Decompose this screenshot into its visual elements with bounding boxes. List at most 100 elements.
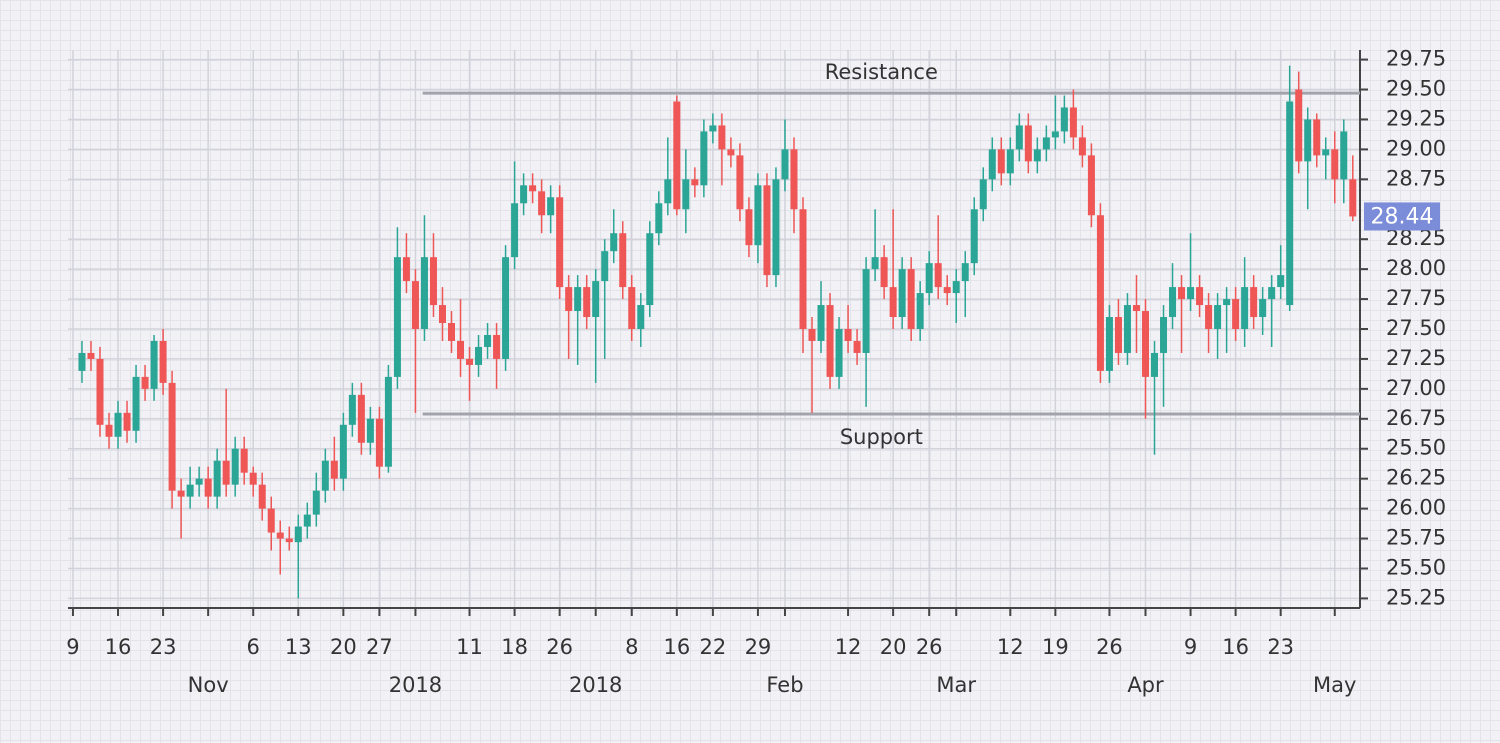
price-label: 28.44 [1371,204,1434,229]
candle-body [1268,287,1276,300]
y-tick-label: 27.75 [1386,286,1446,310]
candle-body [258,484,266,509]
candle-body [1331,149,1339,180]
candle-body [592,281,600,318]
candle-body [511,203,519,258]
x-tick-label: 13 [285,635,312,659]
candle-body [1141,311,1149,377]
y-tick-label: 26.00 [1386,496,1446,520]
x-tick-label: 16 [105,635,132,659]
y-tick-label: 29.00 [1386,136,1446,160]
candle-body [565,287,573,312]
candle-body [898,269,906,318]
candle-body [529,185,537,192]
candle-body [556,197,564,288]
x-tick-label: 20 [330,635,357,659]
candle-body [466,358,474,365]
candle-body [871,257,879,270]
candle-body [294,526,302,543]
candle-body [339,424,347,479]
x-tick-label: 22 [700,635,727,659]
candle-body [1286,101,1294,306]
candle-body [330,460,338,479]
candle-body [889,287,897,318]
candle-body [574,287,582,312]
candle-body [799,209,807,329]
candle-body [303,514,311,527]
candle-body [1295,89,1303,162]
candle-body [583,287,591,318]
candle-body [1015,125,1023,150]
y-tick-label: 27.25 [1386,346,1446,370]
candle-body [808,329,816,341]
y-tick-label: 25.25 [1386,585,1446,609]
candle-body [1187,287,1195,300]
candle-body [1250,287,1258,318]
x-tick-label: 20 [880,635,907,659]
candle-body [475,346,483,365]
candle-body [637,305,645,329]
candle-body [1051,131,1059,138]
x-tick-label: 9 [1184,635,1197,659]
candle-body [1259,299,1267,318]
month-label: Apr [1127,673,1164,697]
candle-body [763,185,771,276]
candle-body [493,334,501,359]
candle-body [213,460,221,497]
candle-body [150,340,158,389]
level-label: Support [840,425,923,449]
candle-body [195,478,203,485]
candle-body [862,269,870,353]
candle-body [1078,137,1086,156]
candle-body [664,179,672,204]
candle-body [988,149,996,180]
candle-body [880,257,888,288]
candle-body [132,376,140,431]
month-label: Nov [188,673,229,697]
x-tick-label: 12 [835,635,862,659]
candle-body [754,185,762,246]
candle-body [249,472,257,485]
candle-body [267,508,275,533]
candle-body [1006,149,1014,174]
candle-body [384,376,392,467]
candle-body [1087,155,1095,216]
candle-body [790,149,798,210]
candle-body [673,101,681,210]
candle-body [457,340,465,359]
y-tick-label: 29.50 [1386,77,1446,101]
month-label: May [1313,673,1356,697]
candle-body [709,125,717,132]
y-tick-label: 25.50 [1386,436,1446,460]
candle-body [835,329,843,377]
level-label: Resistance [825,60,938,84]
candle-body [168,382,176,491]
candle-body [375,418,383,467]
candle-body [87,352,95,359]
candle-body [745,209,753,246]
candle-body [1178,287,1186,300]
candle-body [826,305,834,377]
y-tick-label: 27.00 [1386,376,1446,400]
candle-body [231,448,239,485]
candle-body [844,329,852,341]
candle-body [1223,299,1231,306]
y-tick-label: 27.50 [1386,316,1446,340]
candle-body [1241,287,1249,329]
candle-body [619,233,627,288]
candle-body [240,448,248,473]
candle-body [979,179,987,210]
candle-body [1304,119,1312,162]
x-tick-label: 16 [663,635,690,659]
candle-body [1196,287,1204,306]
candle-body [420,257,428,329]
candle-body [628,287,636,329]
candle-body [1214,305,1222,329]
candle-body [1322,149,1330,156]
candle-body [727,149,735,156]
candle-body [105,424,113,437]
candle-body [114,412,122,437]
candle-body [1033,149,1041,162]
candle-body [718,125,726,150]
